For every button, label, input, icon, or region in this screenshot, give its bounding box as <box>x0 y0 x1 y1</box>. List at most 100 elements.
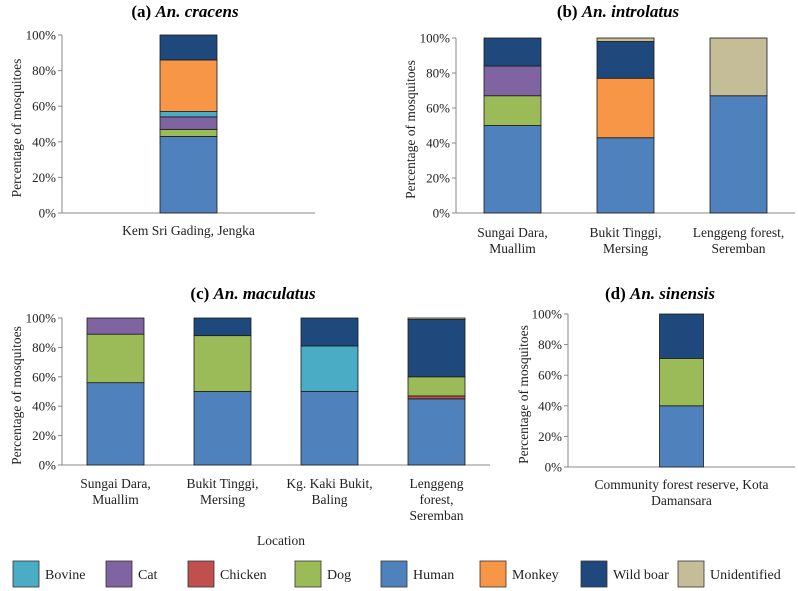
bar-segment-wild-boar <box>193 317 252 337</box>
category-label-line: Kem Sri Gading, Jengka <box>122 223 255 238</box>
category-label-line: Lenggeng <box>410 476 464 491</box>
legend-label-cat: Cat <box>138 568 158 583</box>
chart-title-species: An. sinensis <box>629 284 715 303</box>
chart-title: (c) An. maculatus <box>190 284 316 303</box>
category-label-line: forest, <box>419 492 453 507</box>
y-tick-label: 60% <box>426 101 450 116</box>
bar-segment-wild-boar <box>596 41 655 79</box>
y-axis-label: Percentage of mosquitoes <box>9 59 24 198</box>
bar-segment-wild-boar <box>300 317 359 347</box>
y-tick-label: 0% <box>39 458 57 473</box>
bar-segment-human <box>596 137 655 214</box>
y-axis-label: Percentage of mosquitoes <box>516 325 531 464</box>
category-label-line: Muallim <box>489 241 536 256</box>
category-label: Lenggeng forest, Seremban <box>410 476 464 523</box>
y-tick-label: 0% <box>545 460 563 475</box>
bar-segment-dog <box>407 376 466 397</box>
bar-segment-dog <box>193 335 252 392</box>
y-tick-label: 40% <box>538 398 562 413</box>
y-tick-label: 100% <box>26 28 57 43</box>
chart-title-prefix: (c) <box>190 284 213 303</box>
bar-segment-human <box>159 136 218 214</box>
legend-label-wild-boar: Wild boar <box>613 568 669 583</box>
category-label-line: Seremban <box>410 508 464 523</box>
bar-segment-monkey <box>596 77 655 139</box>
legend: Bovine Cat Chicken Dog Human Monkey Wild boar U… <box>12 560 781 588</box>
legend-label-monkey: Monkey <box>512 568 559 583</box>
y-tick-label: 20% <box>32 428 56 443</box>
bar-segment-cat <box>159 116 218 130</box>
chart-c: (c) An. maculatus 0% 20% 40% 60% 80% 100%Perce… <box>9 284 490 523</box>
category-label-line: Damansara <box>651 493 712 508</box>
category-label: Bukit Tinggi, Mersing <box>186 476 258 507</box>
category-label-line: Mersing <box>603 241 648 256</box>
chart-title-species: An. maculatus <box>213 284 316 303</box>
chart-title-prefix: (d) <box>605 284 630 303</box>
chart-title-species: An. introlatus <box>581 2 680 21</box>
y-tick-label: 100% <box>532 307 563 322</box>
category-label: Sungai Dara, Muallim <box>80 476 150 507</box>
bar-segment-human <box>193 391 252 466</box>
chart-title-species: An. cracens <box>154 2 239 21</box>
category-label: Community forest reserve, Kota Damansara <box>595 477 769 508</box>
category-label-line: Mersing <box>200 492 245 507</box>
bar-segment-unidentified <box>709 37 768 97</box>
y-tick-label: 20% <box>32 170 56 185</box>
category-label: Kem Sri Gading, Jengka <box>122 223 255 238</box>
y-axis-label: Percentage of mosquitoes <box>403 60 418 199</box>
category-label: Sungai Dara, Muallim <box>477 225 547 256</box>
y-tick-label: 60% <box>32 99 56 114</box>
legend-swatch-wild-boar <box>580 560 608 588</box>
category-label-line: Baling <box>312 492 348 507</box>
bar-segment-human <box>659 405 704 468</box>
legend-label-dog: Dog <box>327 568 351 583</box>
y-tick-label: 40% <box>426 136 450 151</box>
y-tick-label: 80% <box>538 337 562 352</box>
y-tick-label: 20% <box>538 429 562 444</box>
bar-segment-human <box>300 391 359 466</box>
category-label: Kg. Kaki Bukit, Baling <box>286 476 372 507</box>
y-tick-label: 40% <box>32 399 56 414</box>
bar-segment-dog <box>86 333 145 384</box>
bar-segment-wild-boar <box>483 37 542 67</box>
bar-segment-human <box>709 95 768 214</box>
chart-b: (b) An. introlatus 0% 20% 40% 60% 80% 100%Perc… <box>403 2 795 256</box>
bar-segment-human <box>86 382 145 466</box>
bar-segment-chicken <box>407 395 466 400</box>
bar-segment-wild-boar <box>159 34 218 61</box>
y-tick-label: 60% <box>538 368 562 383</box>
legend-swatch-monkey <box>479 560 507 588</box>
legend-swatch-cat <box>105 560 133 588</box>
chart-a: (a) An. cracens 0% 20% 40% 60% 80% 100% Percent… <box>9 2 315 238</box>
category-label-line: Sungai Dara, <box>80 476 150 491</box>
bar-segment-dog <box>483 95 542 126</box>
y-tick-label: 80% <box>426 66 450 81</box>
y-tick-label: 100% <box>26 311 57 326</box>
y-tick-label: 80% <box>32 340 56 355</box>
category-label-line: Sungai Dara, <box>477 225 547 240</box>
chart-title: (d) An. sinensis <box>605 284 715 303</box>
chart-title-prefix: (b) <box>557 2 582 21</box>
y-axis-label: Percentage of mosquitoes <box>9 326 24 465</box>
y-tick-label: 60% <box>32 369 56 384</box>
chart-title: (a) An. cracens <box>131 2 239 21</box>
bar-segment-cat <box>86 317 145 335</box>
y-tick-label: 80% <box>32 63 56 78</box>
category-label-line: Community forest reserve, Kota <box>595 477 769 492</box>
bar-segment-human <box>483 125 542 214</box>
bar-segment-human <box>407 398 466 466</box>
legend-swatch-unidentified <box>677 560 705 588</box>
bar-segment-cat <box>483 65 542 97</box>
category-label-line: Bukit Tinggi, <box>186 476 258 491</box>
y-tick-label: 100% <box>420 31 451 46</box>
bar-segment-bovine <box>300 345 359 392</box>
shared-x-axis-label: Location <box>257 533 305 548</box>
category-label-line: Bukit Tinggi, <box>589 225 661 240</box>
chart-title-prefix: (a) <box>131 2 155 21</box>
y-tick-label: 0% <box>433 206 451 221</box>
chart-d: (d) An. sinensis 0% 20% 40% 60% 80% 100%Percen… <box>516 284 795 508</box>
legend-swatch-bovine <box>12 560 40 588</box>
bar-segment-dog <box>659 357 704 407</box>
legend-swatch-chicken <box>187 560 215 588</box>
